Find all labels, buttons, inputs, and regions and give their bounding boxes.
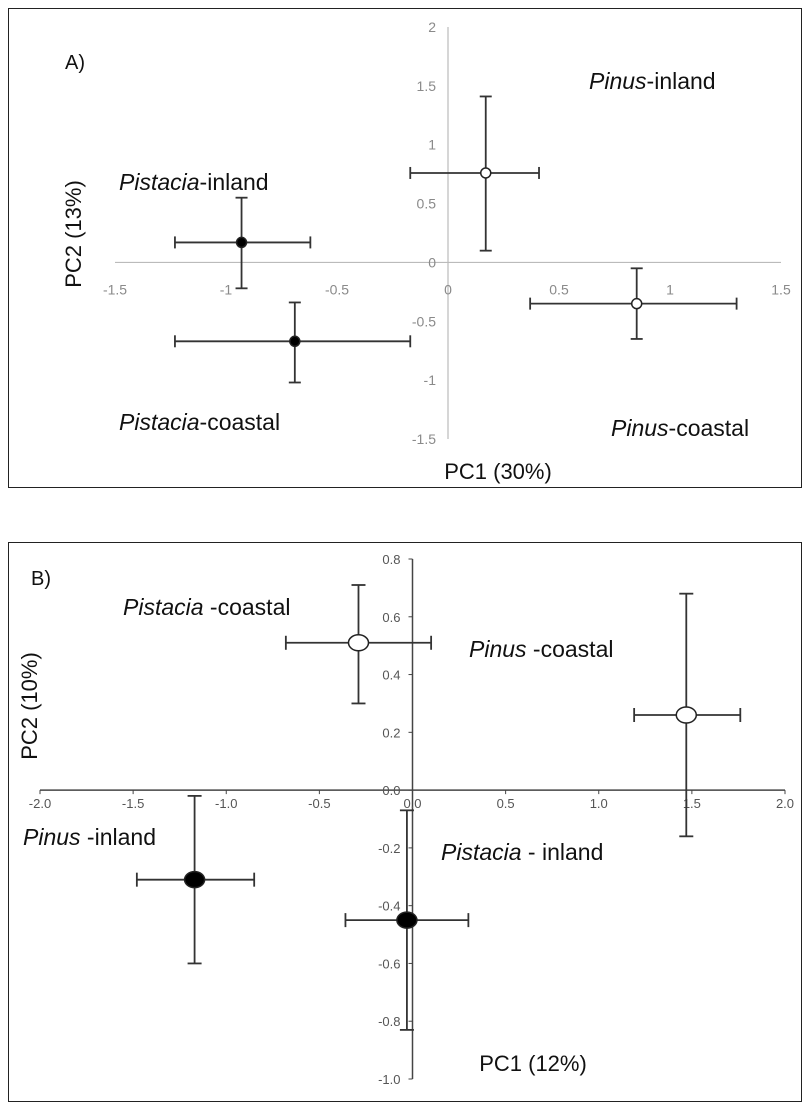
y-tick-label: 2 [428,19,436,35]
chart-a-axes: -1.5 -1 -0.5 0 0.5 1 1.5 2 1.5 1 0.5 0 -0.5 -1 -1.5 [103,19,791,447]
panel-b-label: B) [31,568,51,590]
y-tick-label: -0.4 [378,899,400,914]
data-point-group [529,267,738,340]
data-point-marker [396,911,418,929]
y-tick-label: -1 [424,372,437,388]
x-tick-label: 1.5 [683,796,701,811]
y-tick-label: -0.5 [412,313,436,329]
y-tick-label: 0 [428,254,436,270]
data-point-group [135,794,256,965]
x-tick-label: -1.5 [122,796,144,811]
x-tick-label: 2.0 [776,796,794,811]
data-point-marker [675,706,698,724]
data-point-marker [235,236,248,249]
x-tick-label: -2.0 [29,796,51,811]
chart-a-x-axis-title: PC1 (30%) [444,459,552,484]
data-point-marker [289,335,301,348]
y-tick-label: 0.8 [382,552,400,567]
y-tick-label: 0.4 [382,668,400,683]
y-tick-label: 0.0 [382,783,400,798]
x-tick-label: -0.5 [325,281,349,297]
y-tick-label: -1.5 [412,431,436,447]
chart-b-x-axis-title: PC1 (12%) [479,1051,587,1076]
chart-b-y-axis-title: PC2 (10%) [17,652,42,760]
data-point-group [174,301,412,384]
data-point-marker [347,634,370,652]
y-tick-label: -0.2 [378,841,400,856]
data-point-marker [183,870,206,889]
chart-b-axes: -2.0 -1.5 -1.0 -0.5 0.0 0.5 1.0 1.5 2.0 0.8 0.6 0.4… [29,552,794,1087]
data-point-group [633,592,742,838]
label-pinus-inland-b: Pinus -inland [23,824,156,850]
x-tick-label: 0 [444,281,452,297]
x-tick-label: 1.0 [590,796,608,811]
y-tick-label: -1.0 [378,1072,400,1087]
data-point-marker [479,167,492,179]
x-tick-label: 0.0 [403,796,421,811]
label-pistacia-coastal-a: Pistacia-coastal [119,409,280,435]
y-tick-label: 0.2 [382,725,400,740]
panel-b: B) -2.0 -1.5 -1.0 -0.5 0.0 0.5 1.0 1.5 2.0 0.8 0.6… [8,542,802,1102]
x-tick-label: -1.0 [215,796,237,811]
panel-a: A) -1.5 -1 -0.5 0 0.5 1 1.5 2 1.5 1 0.5 0 -0.5 -1 -1.5… [8,8,802,488]
data-point-group [284,584,433,705]
data-point-group [409,95,540,252]
y-tick-label: 1.5 [417,78,437,94]
y-tick-label: 0.6 [382,610,400,625]
y-tick-label: 1 [428,137,436,153]
label-pinus-coastal-b: Pinus -coastal [469,636,613,662]
data-point-marker [630,297,643,310]
chart-a: A) -1.5 -1 -0.5 0 0.5 1 1.521.510.50-0.5-1-1.5… [61,19,791,484]
x-tick-label: 1.5 [771,281,791,297]
label-pistacia-inland-b: Pistacia - inland [441,839,603,865]
x-tick-label: 0.5 [497,796,515,811]
x-tick-label: -0.5 [308,796,330,811]
data-point-group [344,809,470,1031]
y-tick-label: -0.6 [378,956,400,971]
x-tick-label: -1 [220,281,233,297]
data-point-group [174,196,312,290]
chart-a-y-axis-title: PC2 (13%) [61,180,86,288]
y-tick-label: -0.8 [378,1014,400,1029]
x-tick-label: -1.5 [103,281,127,297]
label-pistacia-inland-a: Pistacia-inland [119,169,269,195]
label-pinus-inland-a: Pinus-inland [589,68,716,94]
chart-b-points [135,584,742,1031]
label-pinus-coastal-a: Pinus-coastal [611,415,749,441]
chart-b: B) -2.0 -1.5 -1.0 -0.5 0.0 0.5 1.0 1.5 2.0 0.8 0.6… [17,552,794,1087]
label-pistacia-coastal-b: Pistacia -coastal [123,594,290,620]
x-tick-label: 1 [666,281,674,297]
panel-a-label: A) [65,52,85,74]
x-tick-label: 0.5 [549,281,569,297]
y-tick-label: 0.5 [417,196,437,212]
chart-a-points [174,95,738,384]
